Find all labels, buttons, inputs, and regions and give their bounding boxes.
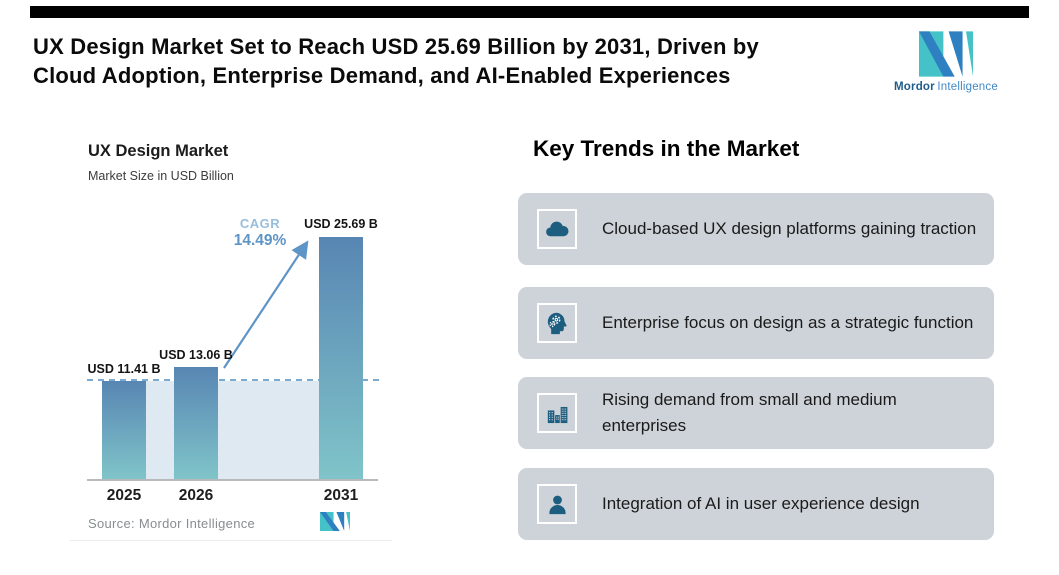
mordor-logo-icon — [919, 31, 973, 77]
brand-name: Mordor Intelligence — [890, 81, 1002, 93]
trend-text: Cloud-based UX design platforms gaining … — [602, 219, 977, 238]
source-note: Source: Mordor Intelligence — [88, 516, 256, 531]
trend-card-enterprise-design: Enterprise focus on design as a strategi… — [518, 287, 994, 359]
cloud-icon — [545, 221, 568, 236]
buildings-icon — [547, 406, 567, 423]
bar-value-label: USD 13.06 B — [159, 348, 233, 362]
bar-2026 — [174, 367, 218, 479]
icon-tile — [537, 303, 577, 343]
trend-card-sme-demand: Rising demand from small and medium ente… — [518, 377, 994, 449]
icon-tile — [537, 393, 577, 433]
headline-line-1: UX Design Market Set to Reach USD 25.69 … — [33, 34, 759, 59]
chart-bottom-divider — [70, 540, 392, 541]
bar-2031 — [319, 237, 363, 479]
cagr-label: CAGR — [239, 216, 281, 231]
cagr-annotation: CAGR 14.49% — [234, 216, 287, 250]
person-icon — [548, 495, 566, 514]
cagr-value: 14.49% — [233, 232, 287, 249]
page-title: UX Design Market Set to Reach USD 25.69 … — [33, 33, 759, 90]
mordor-logo-mini-icon — [320, 512, 350, 531]
icon-tile — [537, 484, 577, 524]
bar-value-label: USD 11.41 B — [87, 362, 161, 376]
icon-tile — [537, 209, 577, 249]
trend-text: Enterprise focus on design as a strategi… — [602, 313, 974, 332]
bar-value-label: USD 25.69 B — [304, 217, 378, 231]
head-gears-icon — [547, 312, 567, 334]
brand-name-bold: Mordor — [894, 81, 935, 93]
dashed-reference-line — [87, 379, 381, 381]
x-tick-2026: 2026 — [178, 487, 214, 504]
x-tick-2025: 2025 — [106, 487, 142, 504]
trend-card-ai-integration: Integration of AI in user experience des… — [518, 468, 994, 540]
trend-card-cloud-platforms: Cloud-based UX design platforms gaining … — [518, 193, 994, 265]
chart-subtitle: Market Size in USD Billion — [88, 169, 234, 183]
trend-text: Integration of AI in user experience des… — [602, 494, 920, 513]
x-axis-line — [87, 479, 378, 481]
brand-logo: Mordor Intelligence — [890, 31, 1002, 93]
trends-heading: Key Trends in the Market — [533, 136, 800, 161]
headline-line-2: Cloud Adoption, Enterprise Demand, and A… — [33, 62, 731, 88]
top-black-bar — [30, 6, 1029, 18]
chart-title: UX Design Market — [88, 142, 229, 160]
x-tick-2031: 2031 — [323, 487, 359, 504]
bar-2025 — [102, 381, 146, 479]
brand-name-regular: Intelligence — [937, 81, 998, 93]
trend-text: Rising demand from small and medium ente… — [602, 390, 897, 435]
cagr-arrow-icon — [223, 240, 309, 369]
